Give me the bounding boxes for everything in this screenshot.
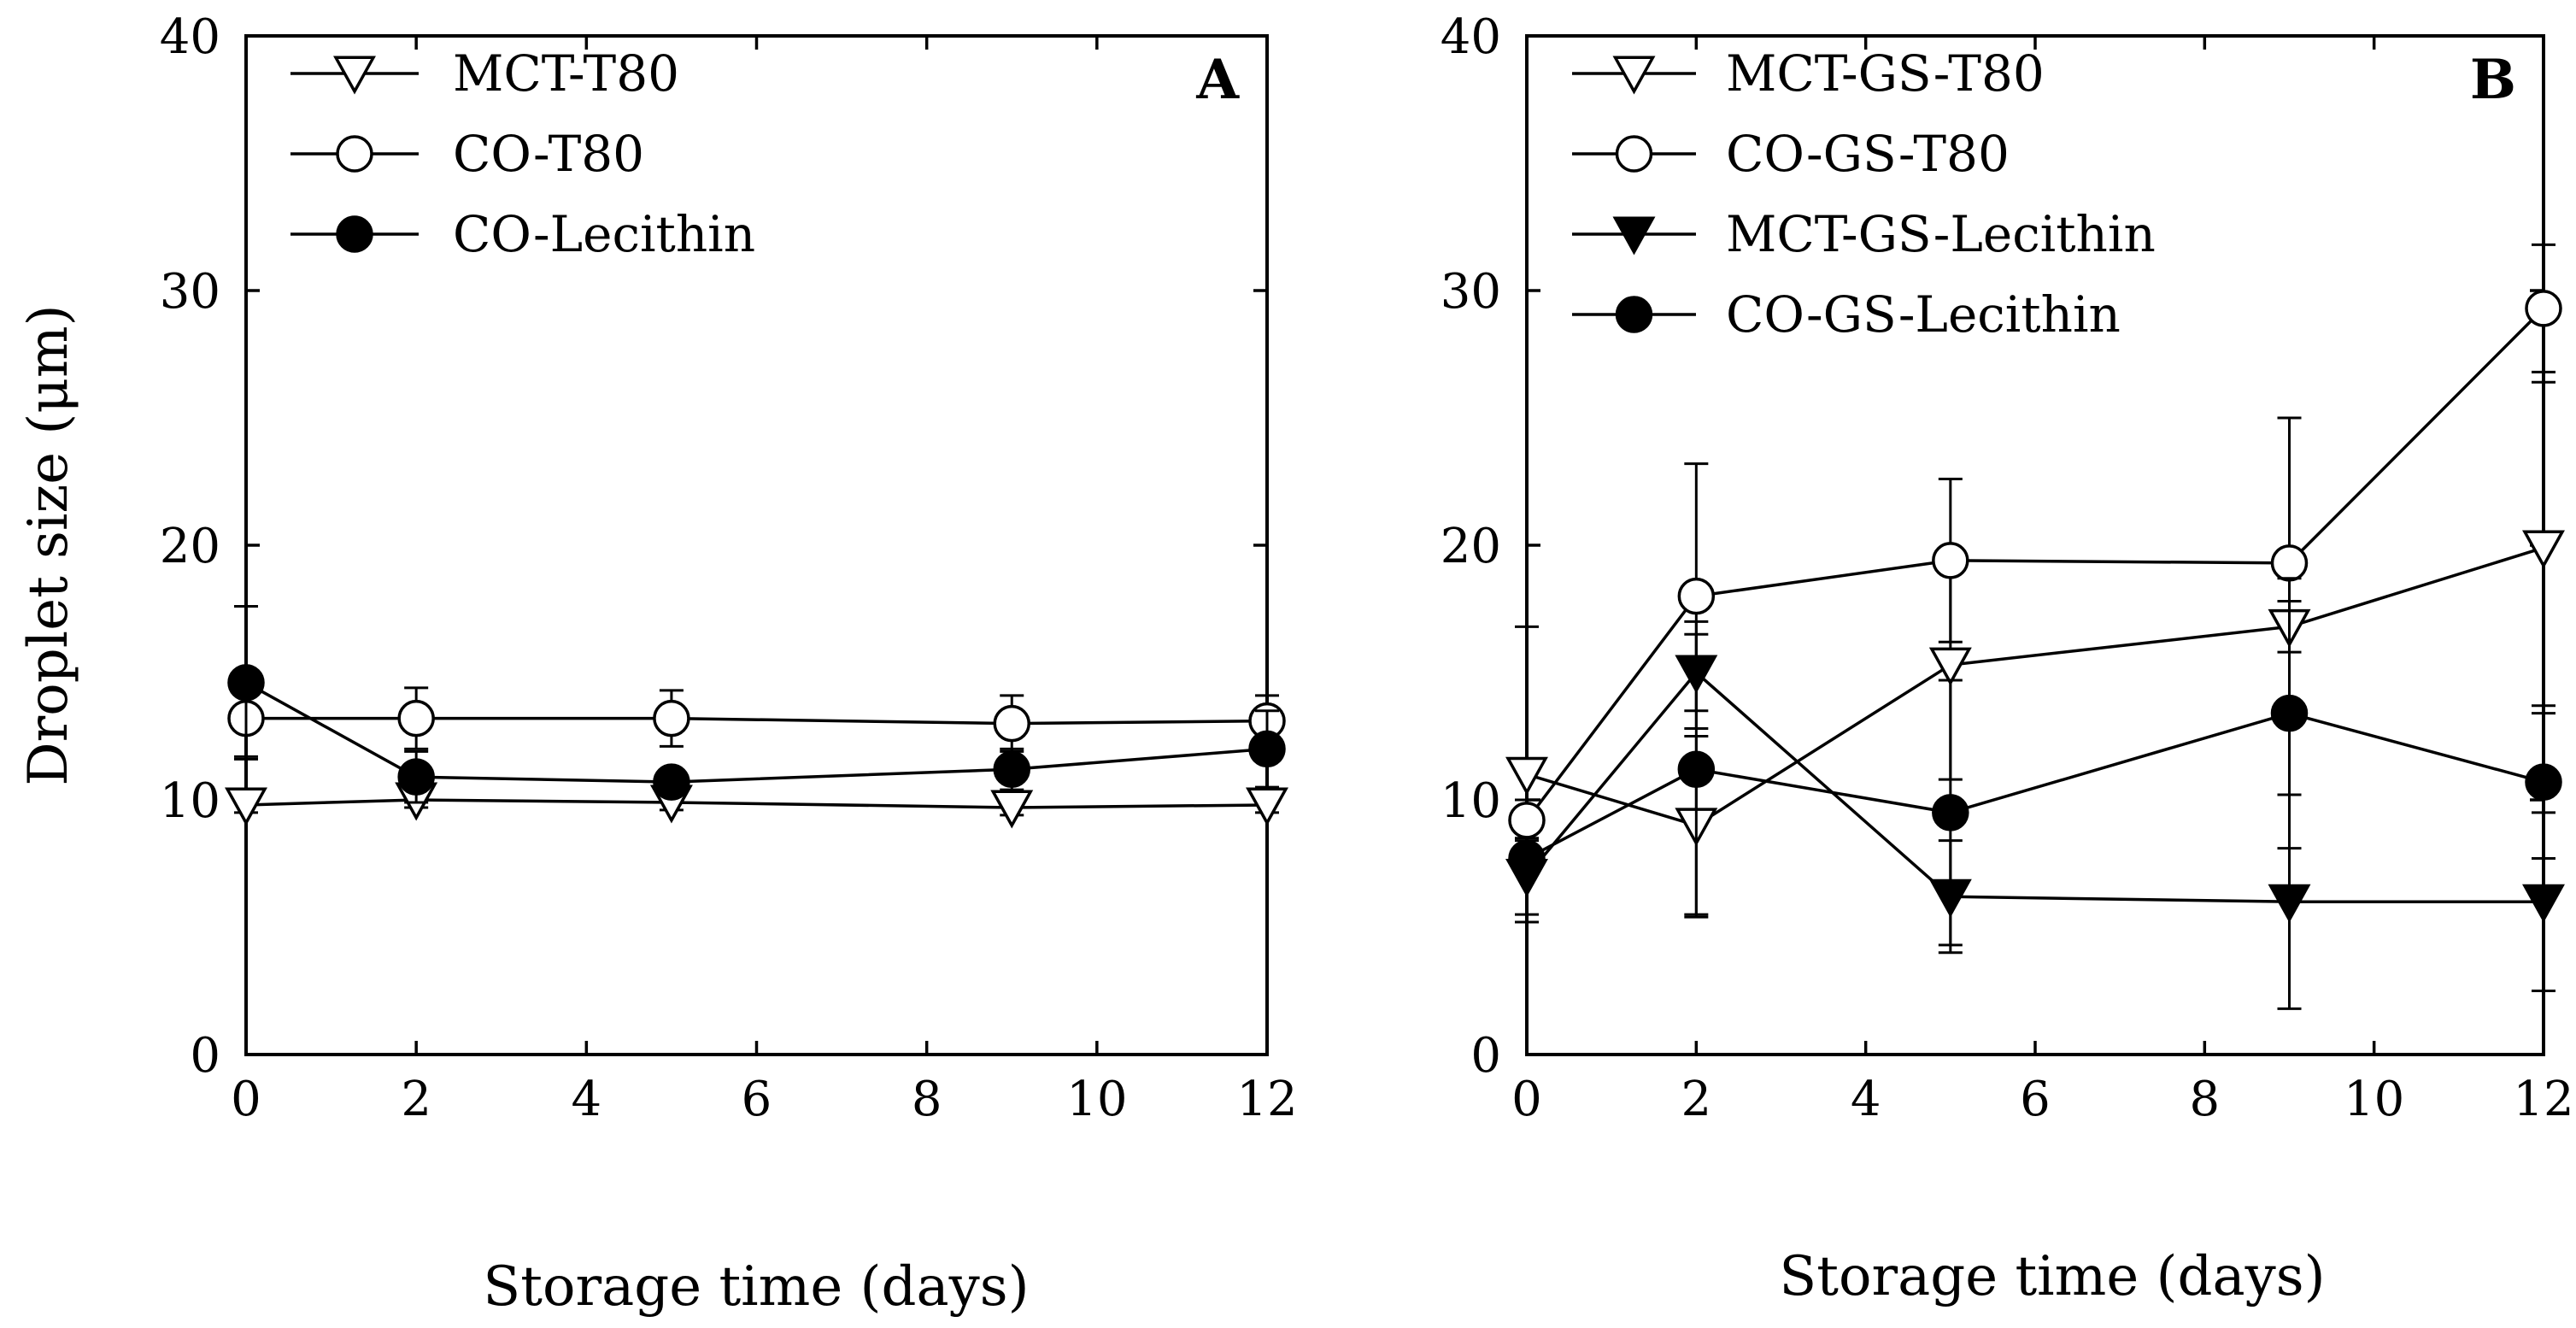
data-point-b-3-2 — [1932, 794, 1969, 831]
data-point-a-1-2 — [653, 699, 690, 737]
legend-marker-a-1 — [336, 135, 373, 173]
y-tick-label-b-40: 40 — [1441, 9, 1501, 65]
series-a-2 — [227, 605, 1286, 804]
y-tick-label-a-20: 20 — [160, 519, 220, 574]
data-point-b-1-4 — [2525, 290, 2562, 327]
data-point-a-0-4 — [1246, 787, 1288, 826]
data-point-b-2-3 — [2268, 884, 2311, 923]
data-point-b-0-2 — [1928, 647, 1972, 686]
legend-b: MCT-GS-T80 CO-GS-T80 MCT-GS-Lecithin CO-GS-… — [1572, 44, 2156, 344]
panel-label-b: B — [2470, 48, 2516, 112]
series-line-a-2 — [245, 681, 1268, 784]
x-tick-label-a-0: 0 — [231, 1072, 261, 1127]
data-point-b-3-1 — [1677, 750, 1716, 788]
y-tick-label-a-10: 10 — [160, 773, 220, 829]
data-point-b-1-3 — [2270, 544, 2309, 582]
y-tick-label-a-40: 40 — [160, 9, 220, 65]
data-point-a-2-1 — [397, 758, 435, 796]
legend-label-b-3: CO-GS-Lecithin — [1726, 285, 2121, 344]
x-axis-title-b: Storage time (days) — [1779, 1245, 2325, 1308]
x-tick-label-a-10: 10 — [1066, 1072, 1127, 1127]
data-point-b-3-3 — [2270, 694, 2309, 732]
legend-label-a-1: CO-T80 — [453, 125, 644, 183]
data-point-a-0-3 — [990, 790, 1034, 829]
x-tick-label-b-12: 12 — [2513, 1072, 2573, 1127]
x-tick-label-a-6: 6 — [742, 1072, 772, 1127]
data-point-b-1-1 — [1677, 577, 1716, 615]
x-tick-label-b-8: 8 — [2190, 1072, 2221, 1127]
x-tick-label-b-10: 10 — [2344, 1072, 2404, 1127]
legend-label-a-0: MCT-T80 — [453, 44, 679, 103]
legend-marker-a-2 — [336, 215, 373, 253]
series-a-1 — [227, 679, 1286, 758]
legend-a: MCT-T80 CO-T80 CO-Lecithin — [290, 44, 755, 263]
x-tick-label-b-6: 6 — [2020, 1072, 2051, 1127]
x-tick-label-b-4: 4 — [1851, 1072, 1881, 1127]
x-tick-label-a-8: 8 — [912, 1072, 942, 1127]
series-line-b-1 — [1525, 307, 2545, 821]
y-tick-label-b-10: 10 — [1441, 773, 1501, 829]
x-axis-title-a: Storage time (days) — [483, 1255, 1029, 1319]
axis-ticks-b: 0 2 4 6 8 10 12 0 10 20 30 40 — [1441, 9, 2574, 1127]
x-tick-label-a-12: 12 — [1236, 1072, 1297, 1127]
series-layer-b — [1505, 243, 2565, 1010]
legend-marker-b-1 — [1615, 135, 1653, 173]
legend-marker-b-2 — [1612, 216, 1656, 256]
legend-marker-b-0 — [1612, 56, 1656, 95]
series-b-2 — [1505, 632, 2565, 1010]
plot-area-a — [244, 34, 1269, 1056]
data-point-b-0-0 — [1505, 756, 1548, 796]
legend-label-b-2: MCT-GS-Lecithin — [1726, 205, 2156, 263]
data-point-b-1-2 — [1932, 542, 1969, 579]
series-layer-a — [225, 605, 1288, 829]
legend-label-b-0: MCT-GS-T80 — [1726, 44, 2045, 103]
data-point-b-3-0 — [1508, 839, 1546, 878]
series-line-b-3 — [1526, 711, 2544, 861]
legend-marker-b-3 — [1615, 296, 1653, 333]
legend-label-a-2: CO-Lecithin — [453, 205, 755, 263]
data-point-b-0-4 — [2522, 530, 2565, 569]
data-point-b-1-0 — [1508, 802, 1546, 839]
data-point-a-2-2 — [653, 763, 690, 801]
panel-label-a: A — [1195, 48, 1240, 112]
series-b-0 — [1505, 380, 2565, 924]
data-point-a-2-0 — [227, 664, 265, 702]
x-tick-label-b-0: 0 — [1511, 1072, 1542, 1127]
y-tick-label-b-20: 20 — [1441, 519, 1501, 574]
data-point-a-0-0 — [225, 787, 267, 826]
y-tick-label-a-0: 0 — [190, 1028, 220, 1084]
data-point-a-2-3 — [993, 750, 1030, 788]
data-point-a-1-1 — [397, 699, 435, 737]
series-a-0 — [225, 782, 1288, 829]
data-point-a-1-3 — [993, 704, 1030, 743]
data-point-b-3-4 — [2525, 763, 2562, 801]
x-tick-label-b-2: 2 — [1681, 1072, 1712, 1127]
series-line-a-0 — [245, 798, 1268, 809]
x-tick-label-a-4: 4 — [572, 1072, 602, 1127]
data-point-a-2-4 — [1248, 730, 1286, 768]
y-tick-label-b-0: 0 — [1470, 1028, 1501, 1084]
legend-label-b-1: CO-GS-T80 — [1726, 125, 2010, 183]
axis-ticks-a: 0 2 4 6 8 10 12 0 10 20 30 40 — [160, 9, 1298, 1127]
y-axis-title-a: Droplet size (μm) — [17, 304, 80, 785]
panel-a: 0 2 4 6 8 10 12 0 10 20 30 40 MCT-T80 CO-T80 CO-Lecit… — [17, 9, 1298, 1319]
y-tick-label-b-30: 30 — [1441, 264, 1501, 320]
x-tick-label-a-2: 2 — [401, 1072, 431, 1127]
legend-marker-a-0 — [333, 56, 376, 95]
data-point-b-2-4 — [2522, 884, 2565, 923]
y-tick-label-a-30: 30 — [160, 264, 220, 320]
series-b-3 — [1508, 577, 2562, 947]
